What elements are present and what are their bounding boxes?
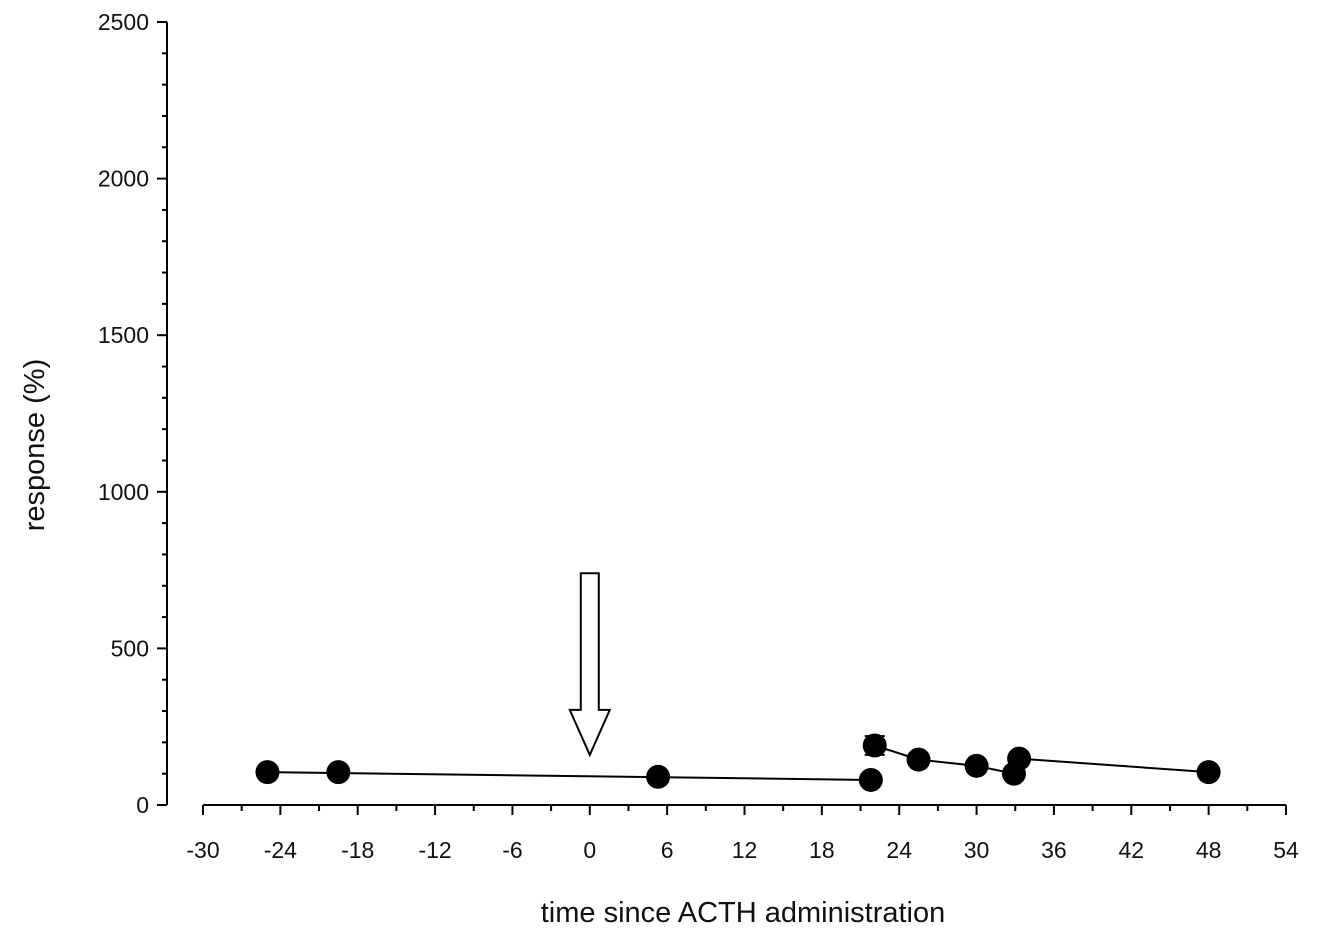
y-tick-label: 500 (111, 635, 149, 661)
x-tick-label: 42 (1118, 837, 1144, 863)
x-tick-label: -12 (418, 837, 451, 863)
data-point (906, 747, 931, 772)
data-point (862, 733, 887, 758)
data-point (1196, 760, 1221, 785)
data-point (646, 764, 671, 789)
data-point (858, 767, 883, 792)
x-tick-label: 6 (661, 837, 674, 863)
data-point (255, 760, 280, 785)
x-tick-label: 30 (964, 837, 990, 863)
data-point (326, 760, 351, 785)
y-tick-label: 1500 (98, 322, 149, 348)
x-tick-label: 54 (1273, 837, 1299, 863)
x-tick-label: 18 (809, 837, 835, 863)
y-tick-label: 0 (136, 792, 149, 818)
x-tick-label: 24 (886, 837, 912, 863)
y-axis-title: response (%) (19, 359, 51, 531)
x-tick-label: -18 (341, 837, 374, 863)
y-tick-label: 1000 (98, 479, 149, 505)
data-point (964, 753, 989, 778)
x-tick-label: 48 (1196, 837, 1222, 863)
x-tick-label: 36 (1041, 837, 1067, 863)
series-line (874, 744, 1015, 775)
series-line (267, 771, 871, 781)
plot-area (255, 733, 1221, 792)
annotations (568, 572, 612, 758)
x-tick-label: -24 (264, 837, 297, 863)
y-axis: 0 500 1000 1500 2000 2500 (98, 9, 168, 818)
arrow-annotation (568, 572, 612, 758)
x-tick-label: -30 (186, 837, 219, 863)
series-line (1019, 757, 1209, 774)
x-tick-label: 0 (583, 837, 596, 863)
x-tick-label: -6 (502, 837, 522, 863)
data-point (1007, 746, 1032, 771)
x-tick-label: 12 (732, 837, 758, 863)
x-axis-title: time since ACTH administration (541, 897, 946, 929)
y-tick-label: 2000 (98, 166, 149, 192)
x-axis: -30 -24 -18 -12 -6 0 6 12 18 24 30 36 42 48 54 (186, 804, 1299, 863)
y-tick-label: 2500 (98, 9, 149, 35)
